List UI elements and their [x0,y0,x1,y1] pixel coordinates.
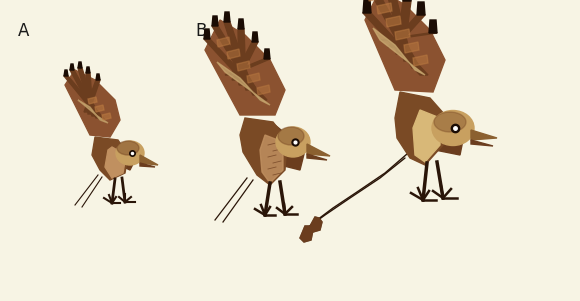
Polygon shape [252,32,258,42]
Text: C: C [385,22,397,40]
Polygon shape [204,35,267,100]
Polygon shape [78,62,82,68]
Polygon shape [373,28,425,75]
Polygon shape [86,67,90,73]
Polygon shape [307,154,327,160]
Polygon shape [257,85,270,95]
Polygon shape [238,25,246,85]
Polygon shape [388,10,425,47]
Polygon shape [365,0,445,92]
Polygon shape [140,163,155,167]
Polygon shape [363,0,371,13]
Polygon shape [260,135,283,183]
Polygon shape [396,0,411,54]
Polygon shape [78,100,108,123]
Polygon shape [227,49,240,59]
Polygon shape [300,226,313,242]
Polygon shape [95,105,104,112]
Polygon shape [105,147,126,178]
Polygon shape [65,70,120,137]
Polygon shape [395,92,445,165]
Polygon shape [386,16,401,27]
Polygon shape [88,97,97,104]
Polygon shape [395,29,410,40]
Polygon shape [417,2,425,15]
Polygon shape [92,137,128,180]
Ellipse shape [278,127,304,145]
Polygon shape [238,19,244,29]
Text: A: A [18,22,30,40]
Polygon shape [212,22,260,95]
Polygon shape [363,8,428,75]
Polygon shape [309,217,322,232]
Polygon shape [237,61,250,71]
Polygon shape [205,20,285,115]
Polygon shape [300,226,313,242]
Polygon shape [373,0,420,68]
Ellipse shape [276,127,310,157]
Text: B: B [195,22,206,40]
Polygon shape [140,155,158,165]
Ellipse shape [116,141,144,165]
Polygon shape [420,105,465,155]
Polygon shape [309,217,322,232]
Polygon shape [413,110,440,162]
Polygon shape [96,74,100,80]
Polygon shape [240,118,287,185]
Ellipse shape [432,110,474,145]
Polygon shape [380,28,437,40]
Polygon shape [204,29,210,39]
Polygon shape [265,125,305,170]
Polygon shape [387,0,412,61]
Polygon shape [224,18,253,90]
Polygon shape [102,113,111,120]
Polygon shape [212,16,218,26]
Ellipse shape [434,112,466,132]
Polygon shape [64,70,68,76]
Ellipse shape [117,141,139,155]
Polygon shape [64,73,105,120]
Polygon shape [225,55,270,75]
Polygon shape [224,12,230,22]
Polygon shape [307,144,330,156]
Polygon shape [404,42,419,53]
Polygon shape [368,0,383,1]
Polygon shape [232,38,258,80]
Polygon shape [413,55,428,66]
Polygon shape [471,140,493,146]
Polygon shape [403,0,411,1]
Polygon shape [471,130,497,140]
Polygon shape [70,67,101,118]
Polygon shape [264,49,270,59]
Polygon shape [70,64,74,70]
Polygon shape [217,62,270,105]
Polygon shape [217,37,230,47]
Polygon shape [86,70,93,114]
Polygon shape [78,65,97,116]
Polygon shape [429,20,437,33]
Polygon shape [247,73,260,83]
Polygon shape [84,77,100,112]
Polygon shape [105,145,135,170]
Polygon shape [377,3,392,14]
